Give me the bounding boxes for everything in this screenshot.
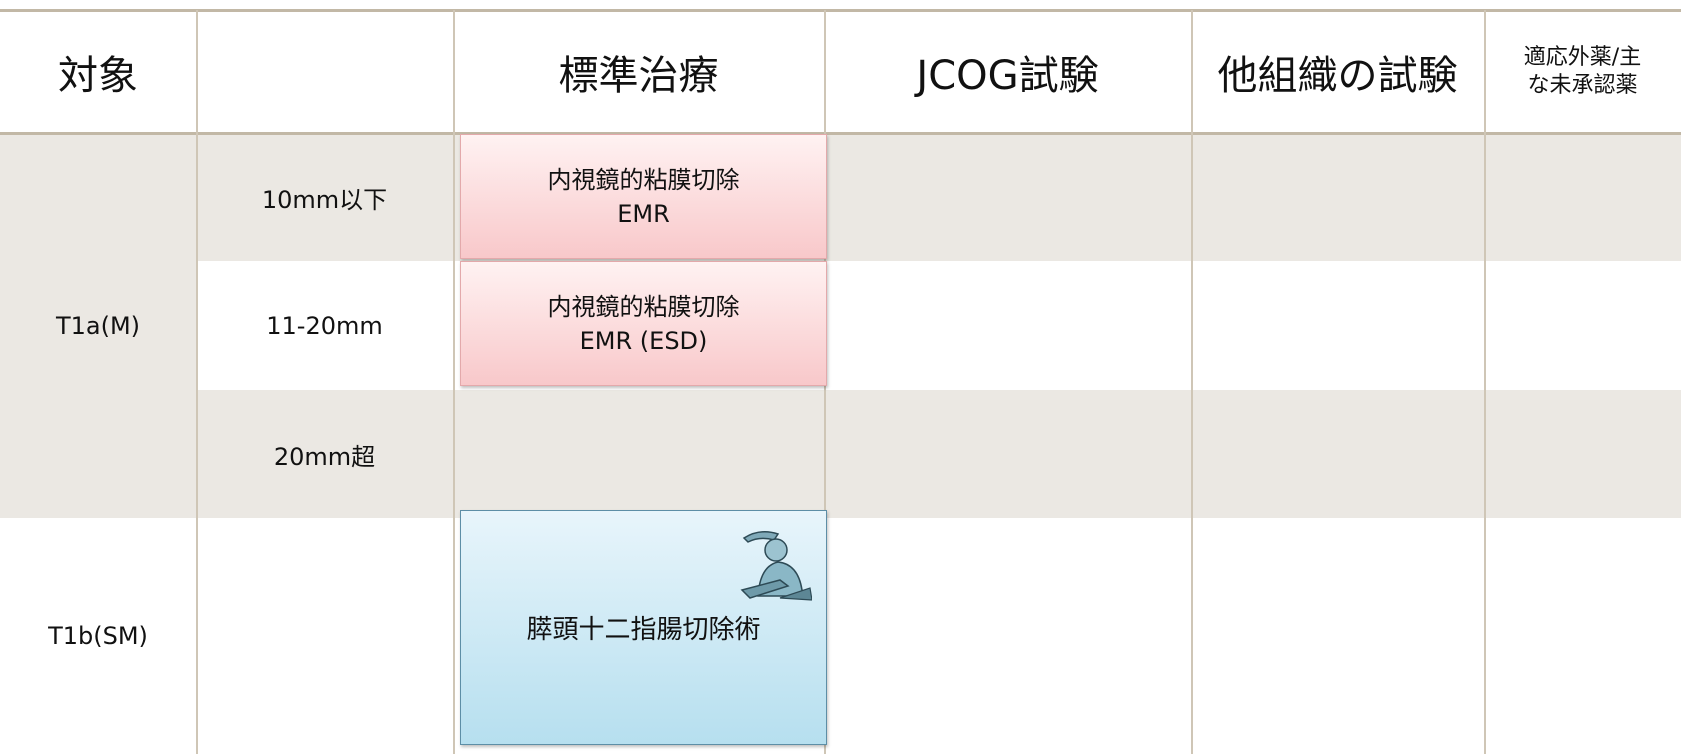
row-label: 20mm超 — [273, 442, 376, 471]
column-line — [1484, 10, 1486, 754]
header-cell: 適応外薬/主な未承認薬 — [1484, 12, 1681, 132]
surgeon-icon — [740, 531, 812, 601]
treatment-line: EMR (ESD) — [579, 326, 708, 355]
header-text: 適応外薬/主な未承認薬 — [1523, 45, 1642, 98]
header-cell: 対象 — [58, 53, 138, 99]
treatment-line: 膵頭十二指腸切除術 — [526, 615, 761, 645]
header-rule — [0, 132, 1681, 135]
column-line — [196, 10, 198, 754]
row-band — [0, 134, 1681, 261]
treatment-box: 内視鏡的粘膜切除 EMR (ESD) — [460, 261, 827, 386]
header-cell: JCOG試験 — [916, 53, 1099, 99]
row-band — [0, 261, 196, 390]
header-cell: 標準治療 — [558, 53, 719, 99]
column-line — [453, 10, 455, 754]
group-label: T1a(M) — [55, 312, 141, 340]
treatment-line: 内視鏡的粘膜切除 — [547, 165, 740, 194]
treatment-line: EMR — [617, 199, 670, 228]
treatment-line: 内視鏡的粘膜切除 — [547, 292, 740, 321]
top-rule — [0, 9, 1681, 12]
treatment-box: 内視鏡的粘膜切除 EMR — [460, 134, 827, 259]
row-label: 10mm以下 — [261, 186, 388, 214]
header-cell: 他組織の試験 — [1217, 53, 1458, 99]
row-band — [0, 390, 1681, 518]
column-line — [1191, 10, 1193, 754]
row-label: 11-20mm — [266, 311, 383, 340]
group-label: T1b(SM) — [48, 622, 148, 650]
